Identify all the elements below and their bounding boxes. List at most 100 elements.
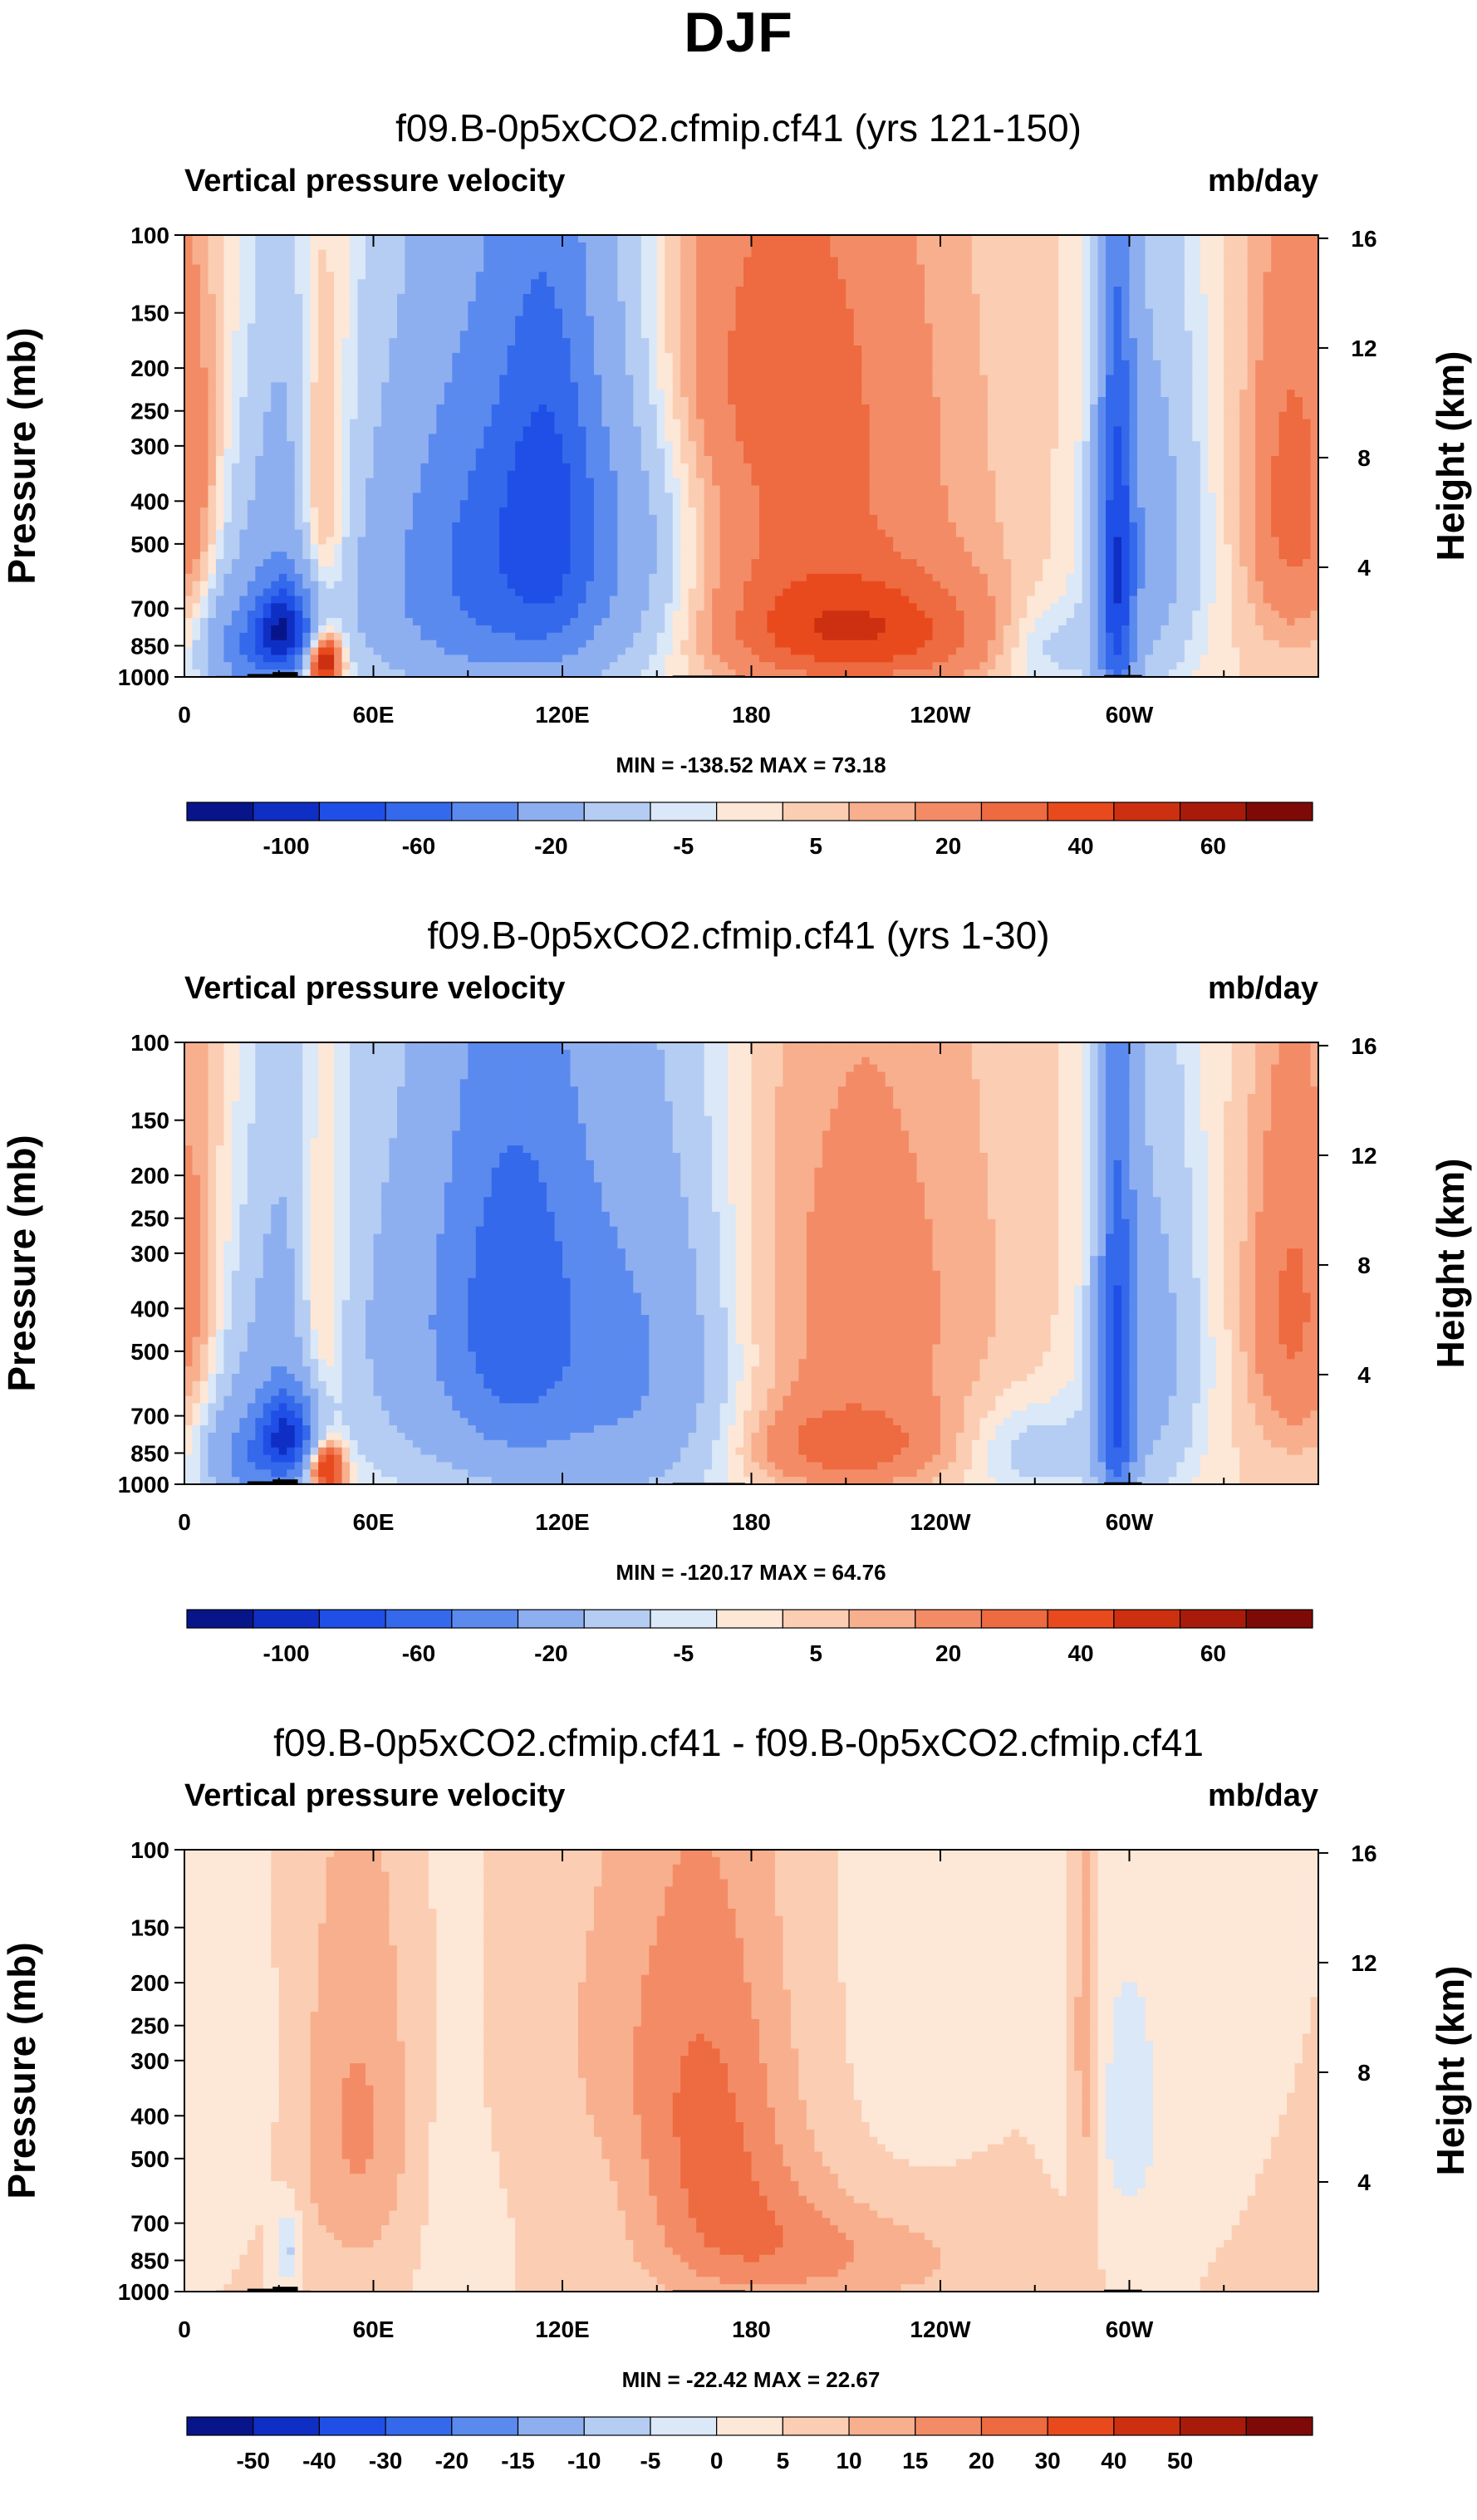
field-cell bbox=[1303, 301, 1312, 310]
field-cell bbox=[940, 331, 950, 339]
field-cell bbox=[735, 360, 744, 369]
field-cell bbox=[758, 411, 768, 420]
field-cell bbox=[853, 338, 862, 346]
field-cell bbox=[688, 449, 697, 457]
field-cell bbox=[255, 338, 264, 346]
field-cell bbox=[704, 331, 713, 339]
field-cell bbox=[893, 272, 902, 280]
field-cell bbox=[798, 360, 807, 369]
field-cell bbox=[830, 367, 839, 376]
field-cell bbox=[247, 308, 256, 317]
field-cell bbox=[231, 485, 240, 493]
field-cell bbox=[263, 272, 272, 280]
field-cell bbox=[1287, 323, 1296, 331]
field-cell bbox=[688, 264, 697, 272]
field-cell bbox=[420, 249, 429, 258]
field-cell bbox=[979, 449, 989, 457]
field-cell bbox=[1106, 375, 1115, 383]
field-cell bbox=[468, 367, 477, 376]
field-cell bbox=[948, 434, 957, 442]
field-cell bbox=[199, 485, 209, 493]
field-cell bbox=[1287, 404, 1296, 413]
field-cell bbox=[649, 441, 658, 449]
field-cell bbox=[1168, 478, 1177, 487]
field-cell bbox=[1278, 426, 1288, 434]
field-cell bbox=[475, 346, 484, 354]
field-cell bbox=[1160, 449, 1170, 457]
field-cell bbox=[184, 397, 194, 405]
field-cell bbox=[507, 478, 516, 487]
field-cell bbox=[562, 264, 572, 272]
field-cell bbox=[1090, 264, 1099, 272]
field-cell bbox=[547, 367, 556, 376]
field-cell bbox=[515, 375, 524, 383]
field-cell bbox=[885, 272, 894, 280]
field-cell bbox=[436, 470, 445, 479]
field-cell bbox=[1287, 346, 1296, 354]
field-cell bbox=[649, 390, 658, 398]
field-cell bbox=[483, 235, 493, 243]
field-cell bbox=[483, 463, 493, 472]
field-cell bbox=[656, 338, 665, 346]
field-cell bbox=[1034, 293, 1043, 302]
field-cell bbox=[837, 242, 846, 251]
field-cell bbox=[389, 235, 398, 243]
field-cell bbox=[735, 449, 744, 457]
field-cell bbox=[790, 397, 799, 405]
field-cell bbox=[758, 293, 768, 302]
field-cell bbox=[925, 323, 934, 331]
field-cell bbox=[1239, 367, 1249, 376]
field-cell bbox=[877, 456, 886, 464]
field-cell bbox=[743, 293, 753, 302]
field-cell bbox=[531, 235, 540, 243]
field-cell bbox=[593, 434, 602, 442]
field-cell bbox=[1224, 272, 1233, 280]
field-cell bbox=[278, 360, 287, 369]
field-cell bbox=[1121, 419, 1131, 428]
field-cell bbox=[932, 360, 941, 369]
field-cell bbox=[625, 264, 634, 272]
field-cell bbox=[846, 456, 855, 464]
field-cell bbox=[1263, 382, 1272, 390]
field-cell bbox=[334, 382, 343, 390]
field-cell bbox=[955, 249, 965, 258]
field-cell bbox=[223, 264, 233, 272]
field-cell bbox=[712, 316, 721, 324]
field-cell bbox=[396, 338, 406, 346]
field-cell bbox=[814, 264, 823, 272]
field-cell bbox=[1129, 426, 1138, 434]
field-cell bbox=[515, 470, 524, 479]
field-cell bbox=[656, 257, 665, 266]
field-cell bbox=[483, 426, 493, 434]
field-cell bbox=[577, 235, 587, 243]
field-cell bbox=[861, 323, 871, 331]
field-cell bbox=[357, 346, 366, 354]
field-cell bbox=[1176, 272, 1185, 280]
field-cell bbox=[846, 478, 855, 487]
field-cell bbox=[1176, 323, 1185, 331]
field-cell bbox=[1082, 397, 1091, 405]
field-cell bbox=[468, 331, 477, 339]
field-cell bbox=[609, 301, 618, 310]
field-cell bbox=[783, 411, 792, 420]
field-cell bbox=[1027, 301, 1036, 310]
field-cell bbox=[1121, 287, 1131, 295]
field-cell bbox=[672, 308, 681, 317]
field-cell bbox=[1224, 449, 1233, 457]
field-cell bbox=[1043, 382, 1052, 390]
field-cell bbox=[1310, 390, 1319, 398]
field-cell bbox=[995, 249, 1004, 258]
field-cell bbox=[199, 367, 209, 376]
field-cell bbox=[475, 235, 484, 243]
field-cell bbox=[1152, 382, 1162, 390]
field-cell bbox=[987, 360, 996, 369]
field-cell bbox=[900, 441, 910, 449]
field-cell bbox=[806, 456, 815, 464]
field-cell bbox=[263, 463, 272, 472]
field-cell bbox=[318, 419, 327, 428]
field-cell bbox=[459, 346, 469, 354]
field-cell bbox=[1208, 360, 1217, 369]
field-cell bbox=[263, 478, 272, 487]
field-cell bbox=[656, 316, 665, 324]
field-cell bbox=[995, 411, 1004, 420]
